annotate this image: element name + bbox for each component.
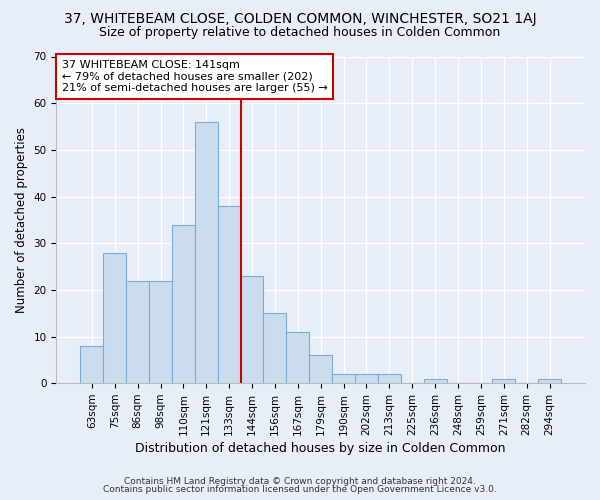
Bar [80,346,103,383]
Bar [378,374,401,383]
Bar [195,122,218,383]
Bar [172,224,195,383]
Y-axis label: Number of detached properties: Number of detached properties [15,127,28,313]
X-axis label: Distribution of detached houses by size in Colden Common: Distribution of detached houses by size … [136,442,506,455]
Bar [103,252,126,383]
Bar [286,332,309,383]
Bar [424,378,446,383]
Bar [241,276,263,383]
Bar [126,280,149,383]
Bar [263,313,286,383]
Text: Size of property relative to detached houses in Colden Common: Size of property relative to detached ho… [100,26,500,39]
Text: Contains HM Land Registry data © Crown copyright and database right 2024.: Contains HM Land Registry data © Crown c… [124,477,476,486]
Bar [218,206,241,383]
Bar [538,378,561,383]
Bar [309,355,332,383]
Bar [332,374,355,383]
Bar [355,374,378,383]
Text: 37 WHITEBEAM CLOSE: 141sqm
← 79% of detached houses are smaller (202)
21% of sem: 37 WHITEBEAM CLOSE: 141sqm ← 79% of deta… [62,60,328,93]
Text: 37, WHITEBEAM CLOSE, COLDEN COMMON, WINCHESTER, SO21 1AJ: 37, WHITEBEAM CLOSE, COLDEN COMMON, WINC… [64,12,536,26]
Bar [493,378,515,383]
Text: Contains public sector information licensed under the Open Government Licence v3: Contains public sector information licen… [103,486,497,494]
Bar [149,280,172,383]
